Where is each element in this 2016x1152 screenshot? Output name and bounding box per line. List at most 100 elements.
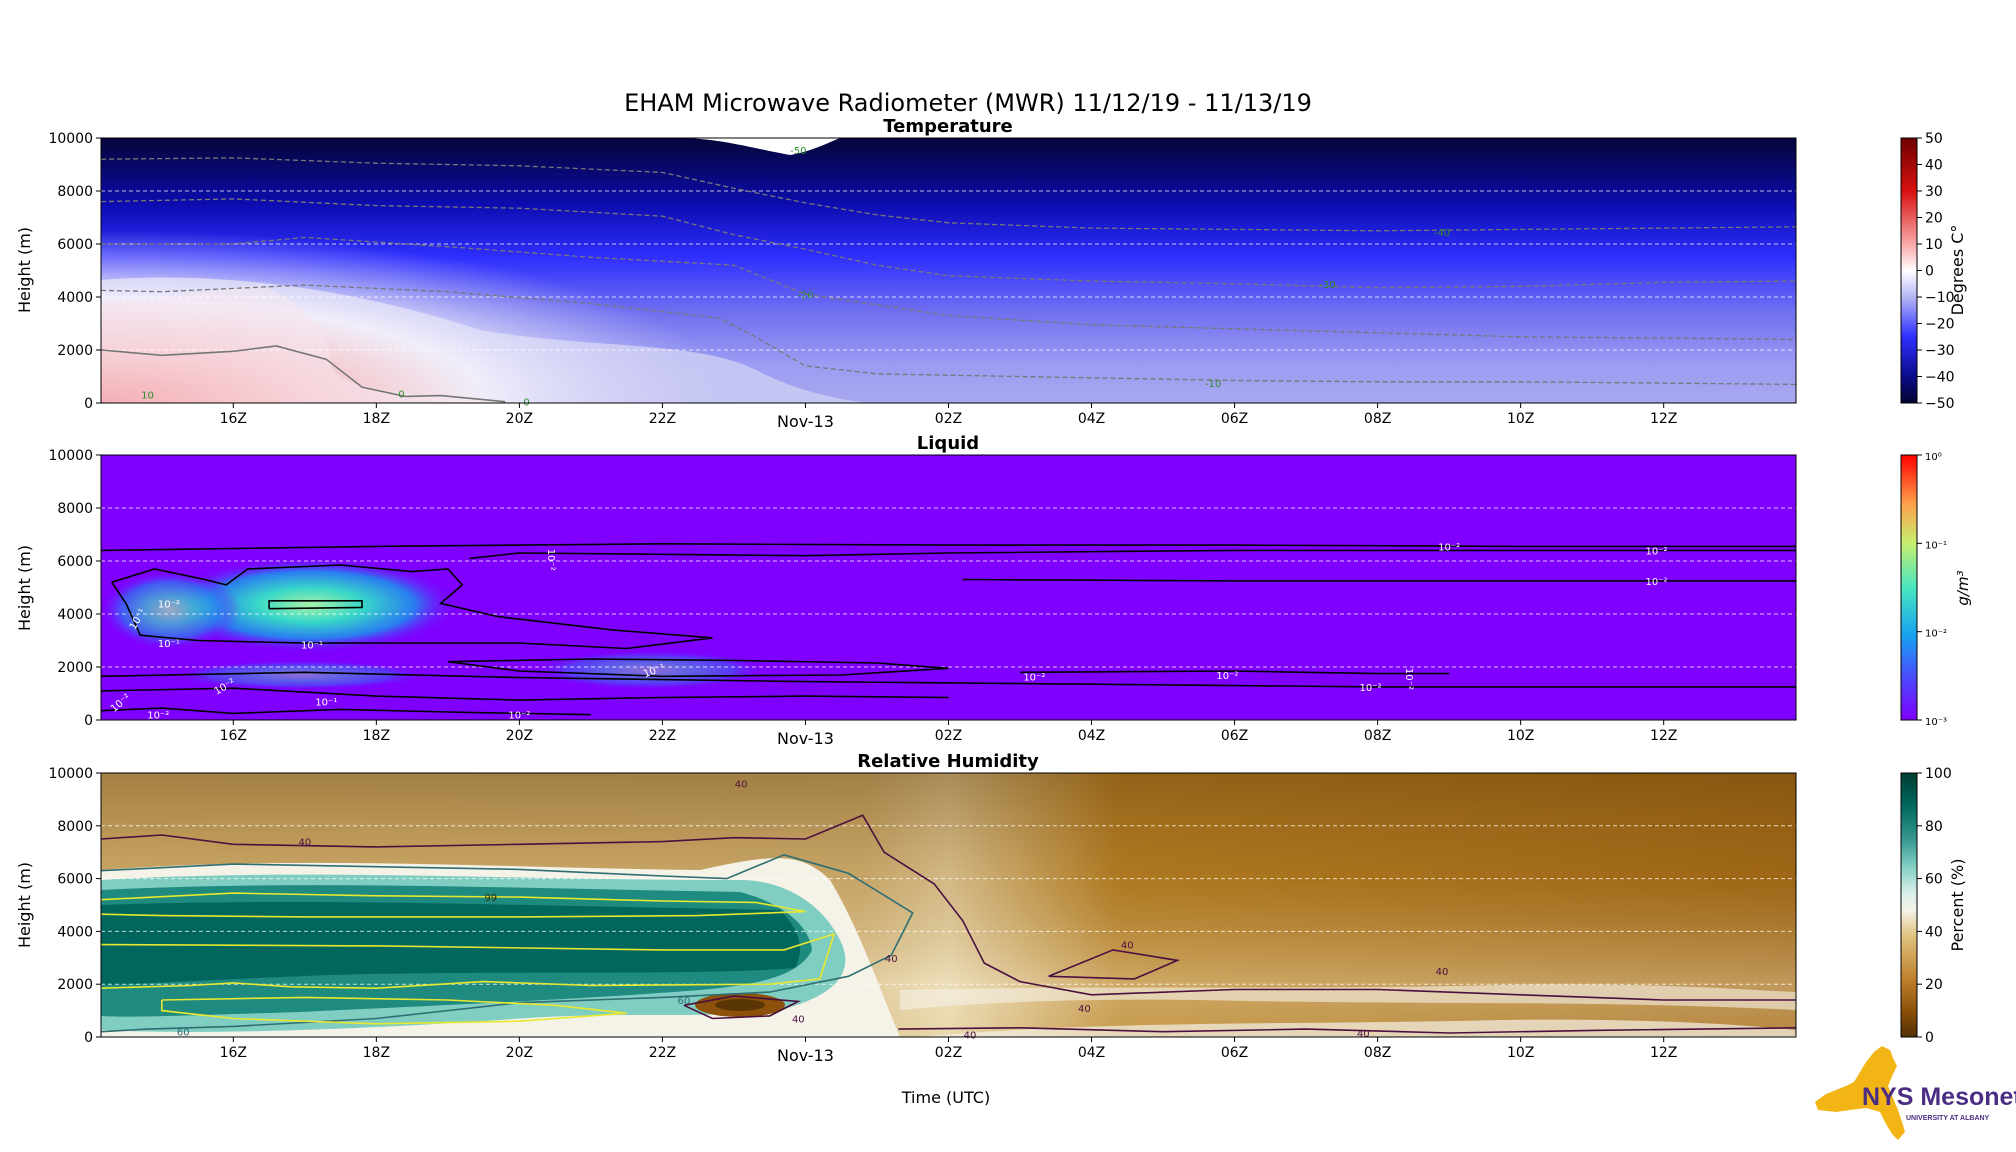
liquid-ytick-label: 4000 — [57, 607, 93, 623]
liquid-contour-line — [101, 671, 1796, 688]
liquid-contour-line — [962, 578, 1796, 582]
x-axis-label: Time (UTC) — [901, 1088, 990, 1107]
liquid-xtick-label: Nov-13 — [777, 729, 834, 748]
liquid-colorbar-label: g/m³ — [1954, 570, 1972, 605]
liquid-contour-label: 10⁻² — [1359, 683, 1381, 694]
rh-xtick-label: 16Z — [220, 1045, 247, 1061]
temperature-colorbar-tick-label: −10 — [1925, 290, 1955, 306]
rh-contour-label: 40 — [885, 954, 898, 965]
temperature-panel: 10 0 0 -50 -20 -10 -30 -40 Temperature Height (… — [15, 116, 1797, 431]
temperature-xtick-label: 12Z — [1650, 411, 1677, 427]
rh-xtick-label: 04Z — [1078, 1045, 1105, 1061]
rh-xtick-label: 12Z — [1650, 1045, 1677, 1061]
rh-xtick-label: 22Z — [649, 1045, 676, 1061]
liquid-xtick-label: 02Z — [935, 728, 962, 744]
temperature-colorbar-tick-label: 0 — [1925, 264, 1934, 280]
liquid-ytick-label: 10000 — [48, 448, 93, 464]
rh-ytick-label: 6000 — [57, 872, 93, 888]
rh-contour-line — [101, 853, 914, 1033]
rh-colorbar-tick-label: 80 — [1925, 819, 1943, 835]
liquid-colorbar-ticks: 10⁰ 10⁻¹ 10⁻² 10⁻³ — [1917, 452, 1947, 728]
liquid-contour-label: 10⁻² — [545, 549, 556, 571]
temperature-contour-label: -20 — [797, 290, 813, 301]
liquid-panel: 10⁻²10⁻² 10⁻²10⁻²10⁻²10⁻¹10⁻¹ 10⁻¹10⁻²10⁻¹… — [15, 433, 1797, 748]
liquid-title: Liquid — [917, 433, 979, 454]
temperature-xtick-label: 04Z — [1078, 411, 1105, 427]
liquid-xtick-label: 04Z — [1078, 728, 1105, 744]
temperature-xtick-label: 06Z — [1221, 411, 1248, 427]
temperature-colorbar: 50 40 30 20 10 0 −10 −20 −30 −40 −50 Degrees C° — [1900, 131, 1967, 412]
liquid-contour-line — [469, 549, 1796, 560]
rh-contour-label: 60 — [678, 996, 691, 1007]
rh-contour-line — [101, 892, 806, 918]
temperature-colorbar-tick-label: −20 — [1925, 317, 1955, 333]
temperature-xtick-label: Nov-13 — [777, 412, 834, 431]
temperature-contour-line — [101, 345, 506, 403]
liquid-xtick-label: 20Z — [506, 728, 533, 744]
temperature-contour-line — [101, 157, 1796, 232]
liquid-ylabel: Height (m) — [15, 545, 34, 631]
temperature-xtick-label: 16Z — [220, 411, 247, 427]
liquid-ytick-label: 8000 — [57, 501, 93, 517]
rh-colorbar-tick-label: 40 — [1925, 924, 1943, 940]
liquid-colorbar-tick-label: 10⁻³ — [1925, 717, 1947, 728]
liquid-contour-line — [101, 707, 591, 716]
liquid-gridlines — [101, 507, 1796, 668]
logo-wordmark: NYS Mesonet — [1862, 1083, 2016, 1111]
logo-subtext: UNIVERSITY AT ALBANY — [1906, 1115, 1990, 1122]
temperature-colorbar-tick-label: 10 — [1925, 237, 1943, 253]
rh-contour-label: 40 — [964, 1030, 977, 1041]
liquid-field — [101, 455, 1796, 720]
temperature-colorbar-tick-label: −50 — [1925, 396, 1955, 412]
temperature-colorbar-tick-label: 50 — [1925, 131, 1943, 147]
rh-contour-label: 40 — [1078, 1004, 1091, 1015]
temperature-xtick-label: 20Z — [506, 411, 533, 427]
rh-contour-label: 60 — [177, 1028, 190, 1039]
rh-ytick-label: 8000 — [57, 819, 93, 835]
rh-ytick-label: 4000 — [57, 924, 93, 940]
rh-ytick-label: 2000 — [57, 977, 93, 993]
temperature-colorbar-tick-label: 40 — [1925, 158, 1943, 174]
rh-xtick-label: 18Z — [363, 1045, 390, 1061]
rh-contour-line — [161, 996, 627, 1025]
rh-colorbar-tick-label: 0 — [1925, 1030, 1934, 1046]
liquid-ytick-label: 2000 — [57, 660, 93, 676]
new-york-state-shape-icon — [1815, 1046, 1905, 1140]
temperature-colorbar-ticks: 50 40 30 20 10 0 −10 −20 −30 −40 −50 — [1917, 131, 1955, 412]
temperature-colorbar-tick-label: −40 — [1925, 370, 1955, 386]
liquid-colorbar-tick-label: 10⁰ — [1925, 452, 1942, 463]
rh-colorbar-tick-label: 60 — [1925, 872, 1943, 888]
temperature-ytick-label: 4000 — [57, 290, 93, 306]
rh-panel: 40 40 99 60 60 40 40 40 40 40 40 40 Relative Humidi… — [15, 751, 1797, 1065]
liquid-ytick-label: 0 — [84, 713, 93, 729]
figure-title: EHAM Microwave Radiometer (MWR) 11/12/19… — [624, 89, 1312, 117]
rh-colorbar-tick-label: 100 — [1925, 766, 1952, 782]
temperature-contour-line — [101, 236, 1796, 341]
liquid-contour-label: 10⁻² — [1216, 671, 1238, 682]
temperature-contour-label: 0 — [398, 390, 404, 401]
rh-yticks: 0 2000 4000 6000 8000 10000 — [48, 766, 101, 1046]
liquid-contour-label: 10⁻¹ — [301, 640, 323, 651]
rh-gridlines — [101, 825, 1796, 985]
rh-ytick-label: 0 — [84, 1030, 93, 1046]
liquid-contours — [101, 542, 1796, 716]
temperature-xtick-label: 18Z — [363, 411, 390, 427]
temperature-contour-label: -10 — [1205, 379, 1221, 390]
liquid-contour-label: 10⁻² — [147, 711, 169, 722]
temperature-contour-label: 10 — [141, 391, 154, 402]
temperature-yticks: 0 2000 4000 6000 8000 10000 — [48, 131, 101, 412]
liquid-contour-label: 10⁻² — [1023, 672, 1045, 683]
rh-contour-labels: 40 40 99 60 60 40 40 40 40 40 40 40 — [177, 780, 1448, 1042]
liquid-colorbar-tick-label: 10⁻¹ — [1925, 540, 1947, 551]
temperature-ytick-label: 2000 — [57, 343, 93, 359]
liquid-contour-line — [268, 600, 363, 610]
rh-xtick-label: Nov-13 — [777, 1046, 834, 1065]
liquid-xtick-label: 12Z — [1650, 728, 1677, 744]
rh-contour-line — [683, 995, 802, 1020]
liquid-contour-label: 10⁻² — [1646, 546, 1668, 557]
liquid-contour-line — [111, 564, 713, 650]
temperature-contour-label: -40 — [1434, 228, 1450, 239]
rh-colorbar-tick-label: 20 — [1925, 977, 1943, 993]
liquid-contour-label: 10⁻² — [158, 599, 180, 610]
